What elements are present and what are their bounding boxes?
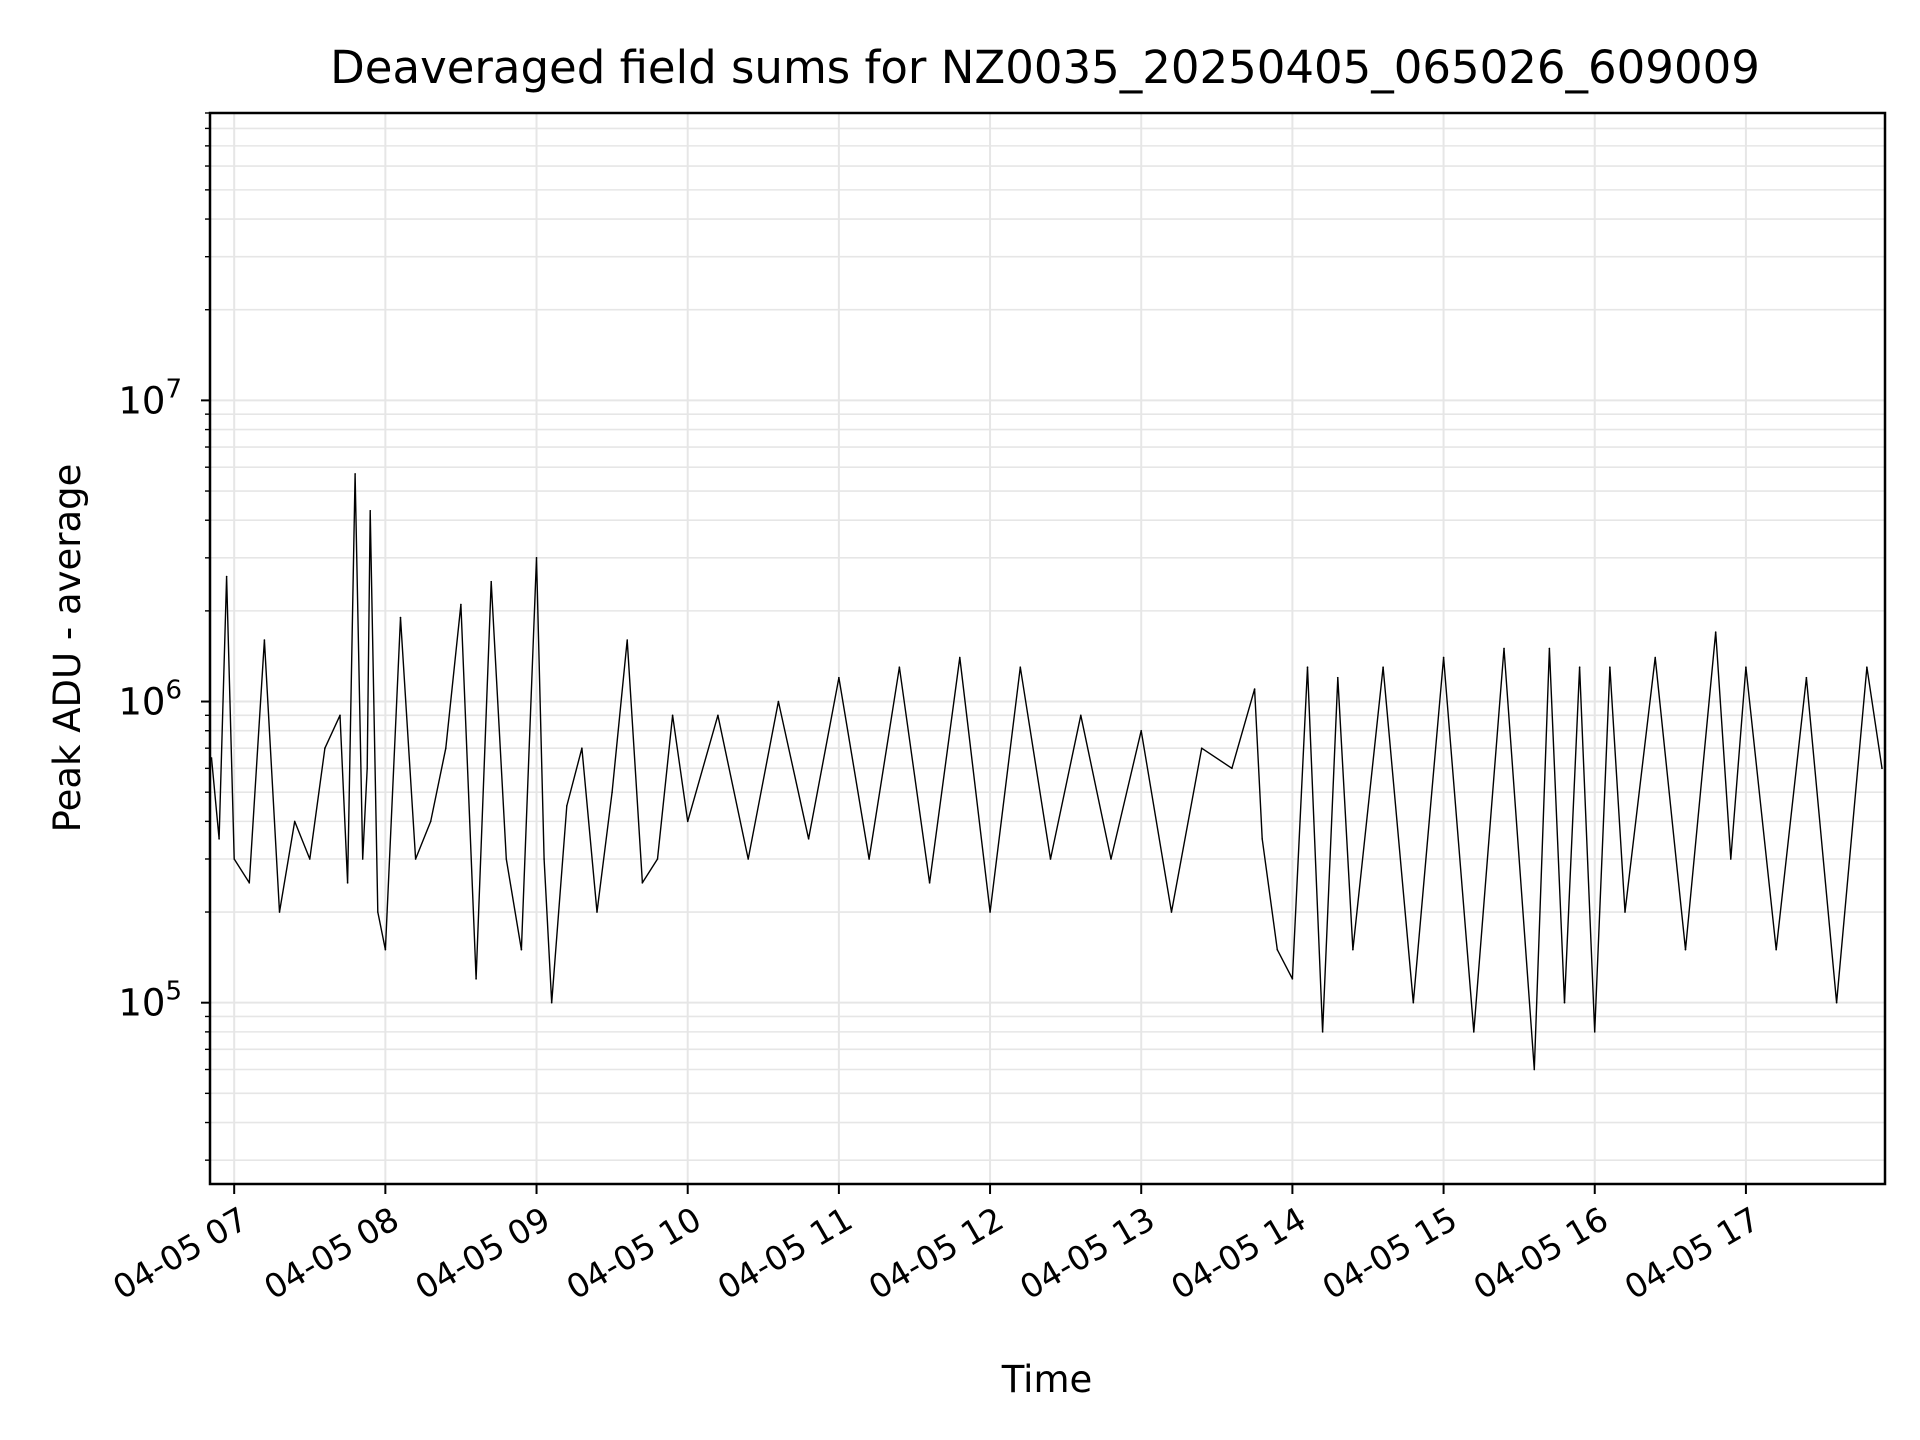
data-point [1866, 666, 1868, 669]
data-point [308, 858, 311, 860]
data-point [1291, 978, 1294, 980]
data-point [807, 838, 810, 840]
data-point [429, 820, 432, 823]
data-point [263, 639, 266, 641]
data-point [1593, 1031, 1596, 1033]
data-point [339, 714, 341, 717]
data-point [1336, 676, 1339, 679]
y-tick-label: 105 [118, 977, 182, 1025]
y-tick-label: 107 [118, 374, 182, 422]
data-point [1563, 1001, 1566, 1004]
data-point [550, 1001, 553, 1004]
data-point [218, 838, 220, 840]
data-point [1442, 656, 1445, 659]
data-point [1321, 1031, 1324, 1033]
data-point [1730, 858, 1732, 860]
data-point [505, 858, 508, 860]
data-point [928, 882, 931, 884]
data-point [248, 882, 251, 884]
data-point [1548, 647, 1551, 650]
data-point [1503, 647, 1505, 650]
data-point [445, 747, 447, 749]
x-axis-label: Time [1001, 1358, 1093, 1401]
data-point [1231, 767, 1233, 770]
data-point [596, 911, 598, 913]
data-point [1533, 1068, 1536, 1071]
data-point [565, 805, 568, 807]
data-point [1352, 948, 1354, 951]
data-point [361, 858, 364, 860]
data-point [1835, 1001, 1838, 1004]
data-point [346, 882, 349, 884]
data-point [641, 882, 644, 884]
data-point [1261, 838, 1263, 840]
y-axis: 105 106 107 [118, 112, 210, 1161]
data-point [1684, 948, 1687, 951]
data-point [369, 509, 372, 512]
data-point [1609, 666, 1611, 669]
data-point [868, 858, 870, 860]
data-point [1019, 666, 1022, 669]
data-point [1412, 1001, 1415, 1004]
data-point [898, 666, 901, 669]
data-point [278, 911, 281, 913]
data-point [611, 791, 613, 793]
data-point [1881, 767, 1883, 770]
y-tick-label: 106 [118, 676, 182, 724]
data-point [384, 948, 387, 951]
data-point [838, 676, 840, 679]
data-point [626, 639, 629, 641]
y-axis-label: Peak ADU - average [46, 464, 89, 833]
grid-layer [210, 112, 1885, 1184]
data-point [1276, 948, 1279, 951]
data-point [475, 978, 477, 980]
data-point [1253, 688, 1256, 690]
data-point [686, 820, 689, 823]
chart-title: Deaveraged field sums for NZ0035_2025040… [330, 41, 1760, 94]
data-point [354, 473, 356, 475]
data-point [1049, 858, 1052, 860]
data-point [1140, 729, 1143, 732]
data-point [1306, 666, 1309, 669]
data-point [399, 616, 402, 619]
data-point [671, 714, 674, 717]
data-point [1170, 911, 1173, 913]
data-point [1654, 656, 1657, 659]
data-point [535, 557, 538, 559]
data-point [1110, 858, 1112, 860]
data-point [225, 575, 228, 578]
data-point [959, 656, 961, 659]
data-point [717, 714, 719, 717]
data-point [377, 911, 379, 913]
data-point [233, 858, 235, 860]
data-point [1079, 714, 1082, 717]
plot-frame [208, 111, 1887, 1186]
data-point [324, 747, 326, 749]
data-point [1745, 666, 1747, 669]
data-point [1200, 747, 1203, 749]
data-point [989, 911, 991, 913]
data-point [656, 858, 659, 860]
data-point [520, 948, 523, 951]
data-point [1578, 666, 1581, 669]
data-point [1805, 676, 1808, 679]
data-point [1473, 1031, 1475, 1033]
data-point [1714, 631, 1717, 633]
data-point [1624, 911, 1626, 913]
data-point [293, 820, 296, 823]
data-point [1775, 948, 1777, 951]
series-layer [210, 473, 1883, 1071]
data-point [543, 858, 545, 860]
data-point [460, 603, 462, 606]
data-point [1382, 666, 1384, 669]
data-point [747, 858, 749, 860]
data-point [490, 580, 492, 583]
data-point [366, 767, 369, 770]
data-point [777, 700, 780, 703]
data-point [414, 858, 417, 860]
data-point [581, 747, 583, 749]
